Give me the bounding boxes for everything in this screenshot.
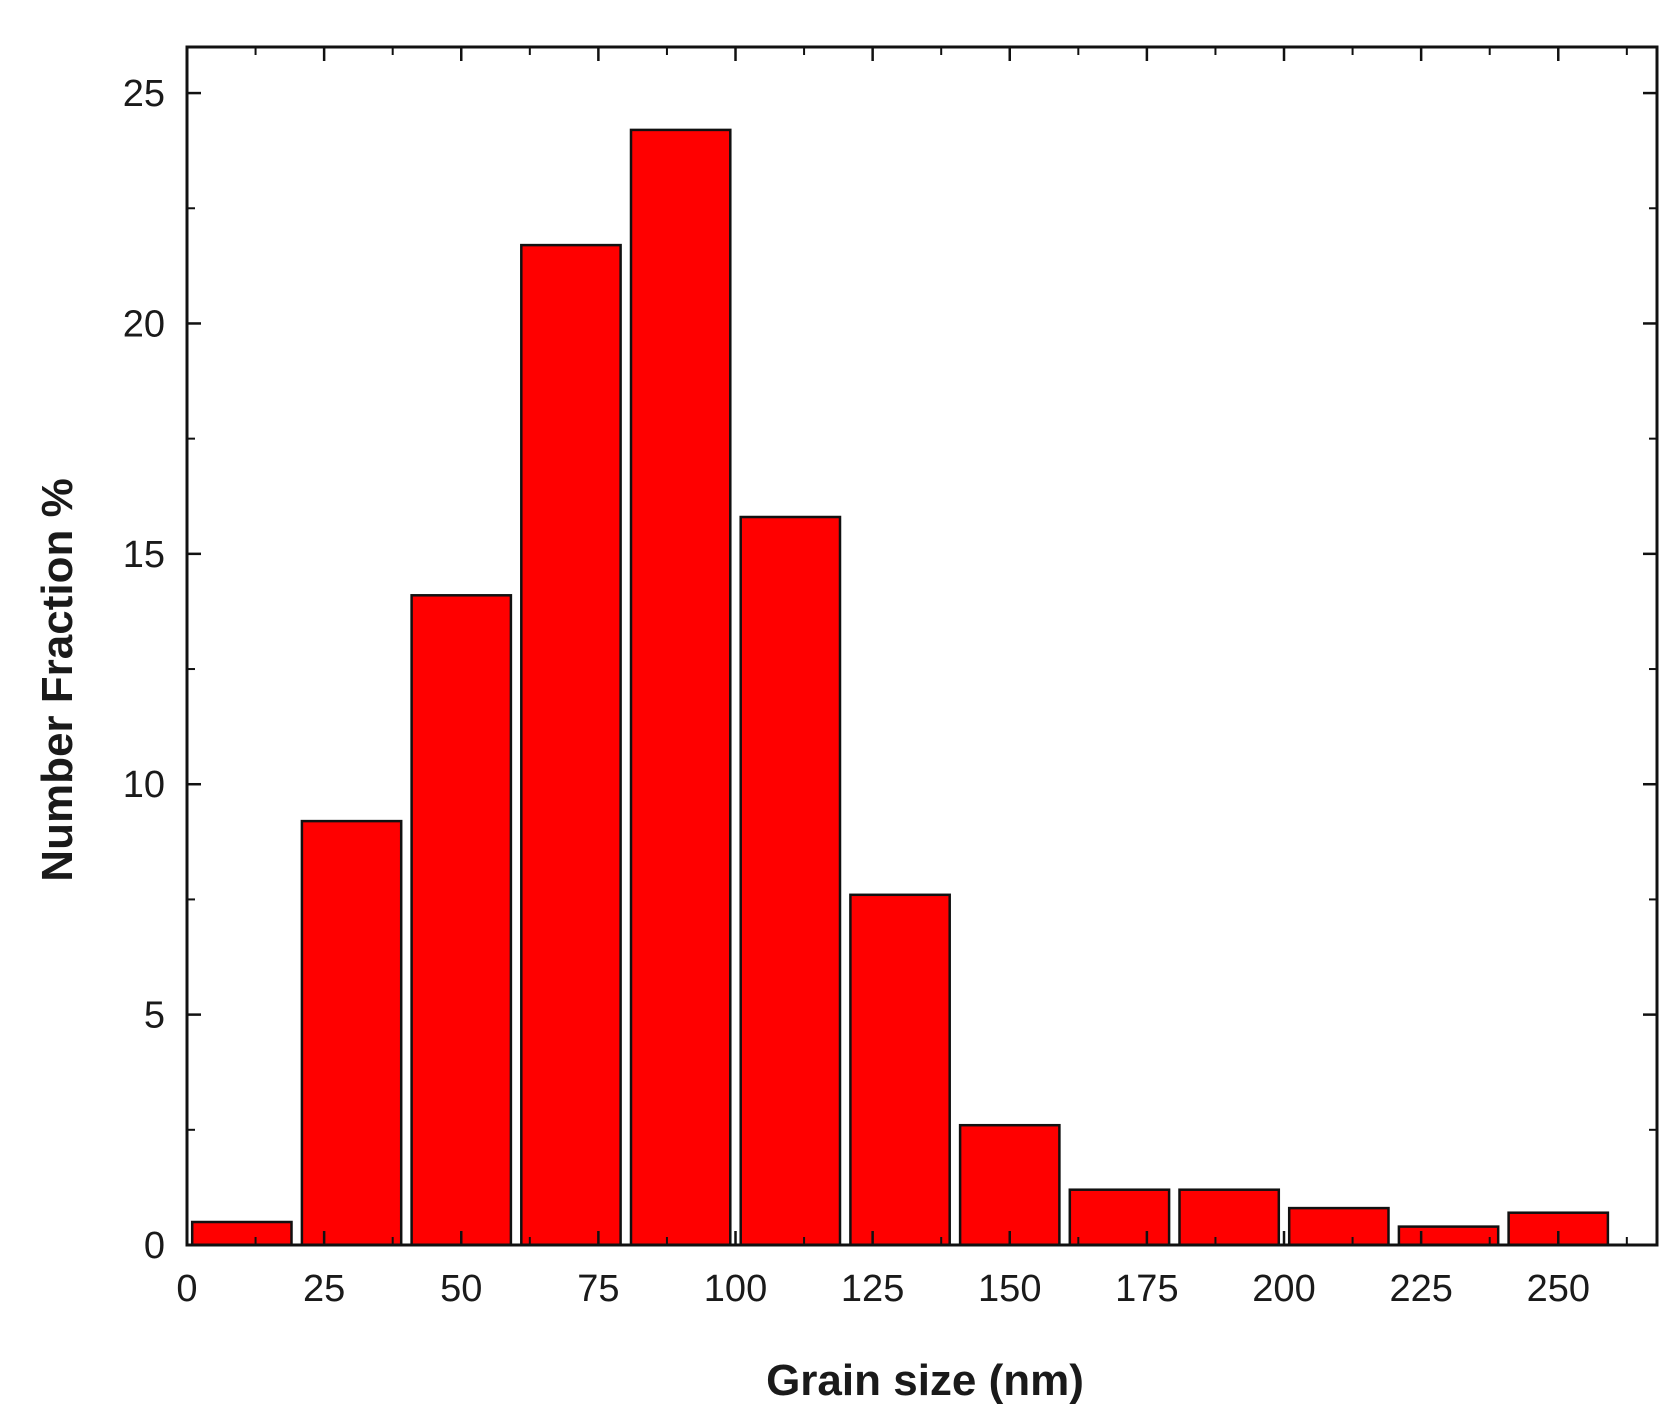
bar-90 (629, 128, 732, 1247)
y-axis-title: Number Fraction % (33, 478, 82, 881)
labels-layer: 0 25 50 75 100 125 150 175 200 225 250 0 5 10 15 20 25 (123, 73, 1590, 1310)
bar-30 (300, 819, 403, 1247)
y-tick-label: 0 (144, 1225, 165, 1267)
y-tick-label: 5 (144, 995, 165, 1037)
bar-70 (520, 243, 622, 1247)
bars-layer (190, 128, 1610, 1247)
bar-170 (1068, 1188, 1171, 1247)
x-tick-label: 225 (1389, 1268, 1452, 1310)
x-tick-label: 50 (440, 1268, 482, 1310)
x-axis-title: Grain size (nm) (766, 1356, 1084, 1405)
x-tick-label: 25 (303, 1268, 345, 1310)
bar-110 (739, 515, 842, 1247)
bar-210 (1287, 1206, 1390, 1247)
bar-10 (190, 1220, 293, 1247)
y-tick-label: 20 (123, 303, 165, 345)
x-tick-label: 175 (1115, 1268, 1178, 1310)
y-tick-label: 25 (123, 73, 165, 115)
y-tick-label: 10 (123, 764, 165, 806)
x-tick-label: 250 (1527, 1268, 1590, 1310)
bar-50 (410, 594, 513, 1247)
x-tick-label: 100 (704, 1268, 767, 1310)
x-tick-label: 0 (176, 1268, 197, 1310)
x-tick-label: 150 (978, 1268, 1041, 1310)
y-tick-label: 15 (123, 534, 165, 576)
bar-150 (958, 1123, 1061, 1247)
x-tick-label: 75 (577, 1268, 619, 1310)
bar-190 (1178, 1188, 1281, 1247)
plot-frame (185, 45, 1659, 1247)
x-tick-label: 200 (1252, 1268, 1315, 1310)
bar-130 (849, 893, 951, 1247)
x-tick-label: 125 (841, 1268, 904, 1310)
bar-230 (1397, 1225, 1500, 1247)
